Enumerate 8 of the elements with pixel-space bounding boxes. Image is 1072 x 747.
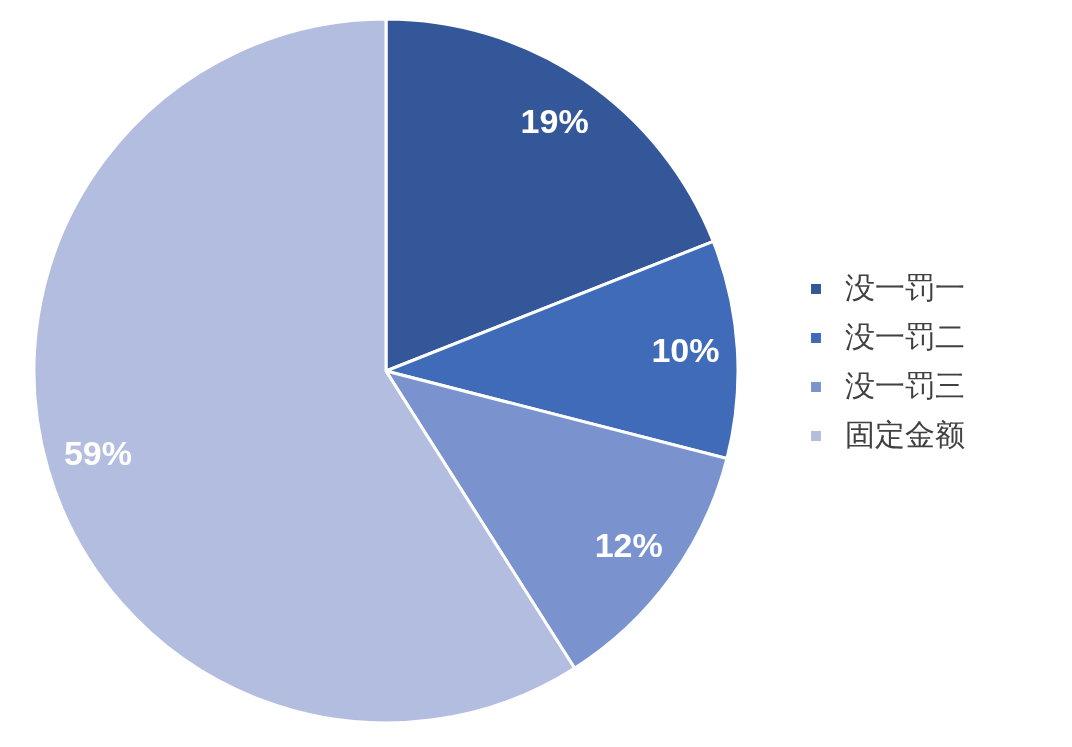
data-label: 12% — [594, 526, 663, 565]
data-label: 19% — [520, 101, 589, 140]
legend-label: 没一罚三 — [845, 368, 965, 403]
data-label: 10% — [651, 331, 720, 370]
legend-label: 固定金额 — [845, 417, 965, 452]
data-label: 59% — [63, 433, 132, 472]
legend-label: 没一罚一 — [845, 270, 965, 305]
legend-label: 没一罚二 — [845, 319, 965, 354]
